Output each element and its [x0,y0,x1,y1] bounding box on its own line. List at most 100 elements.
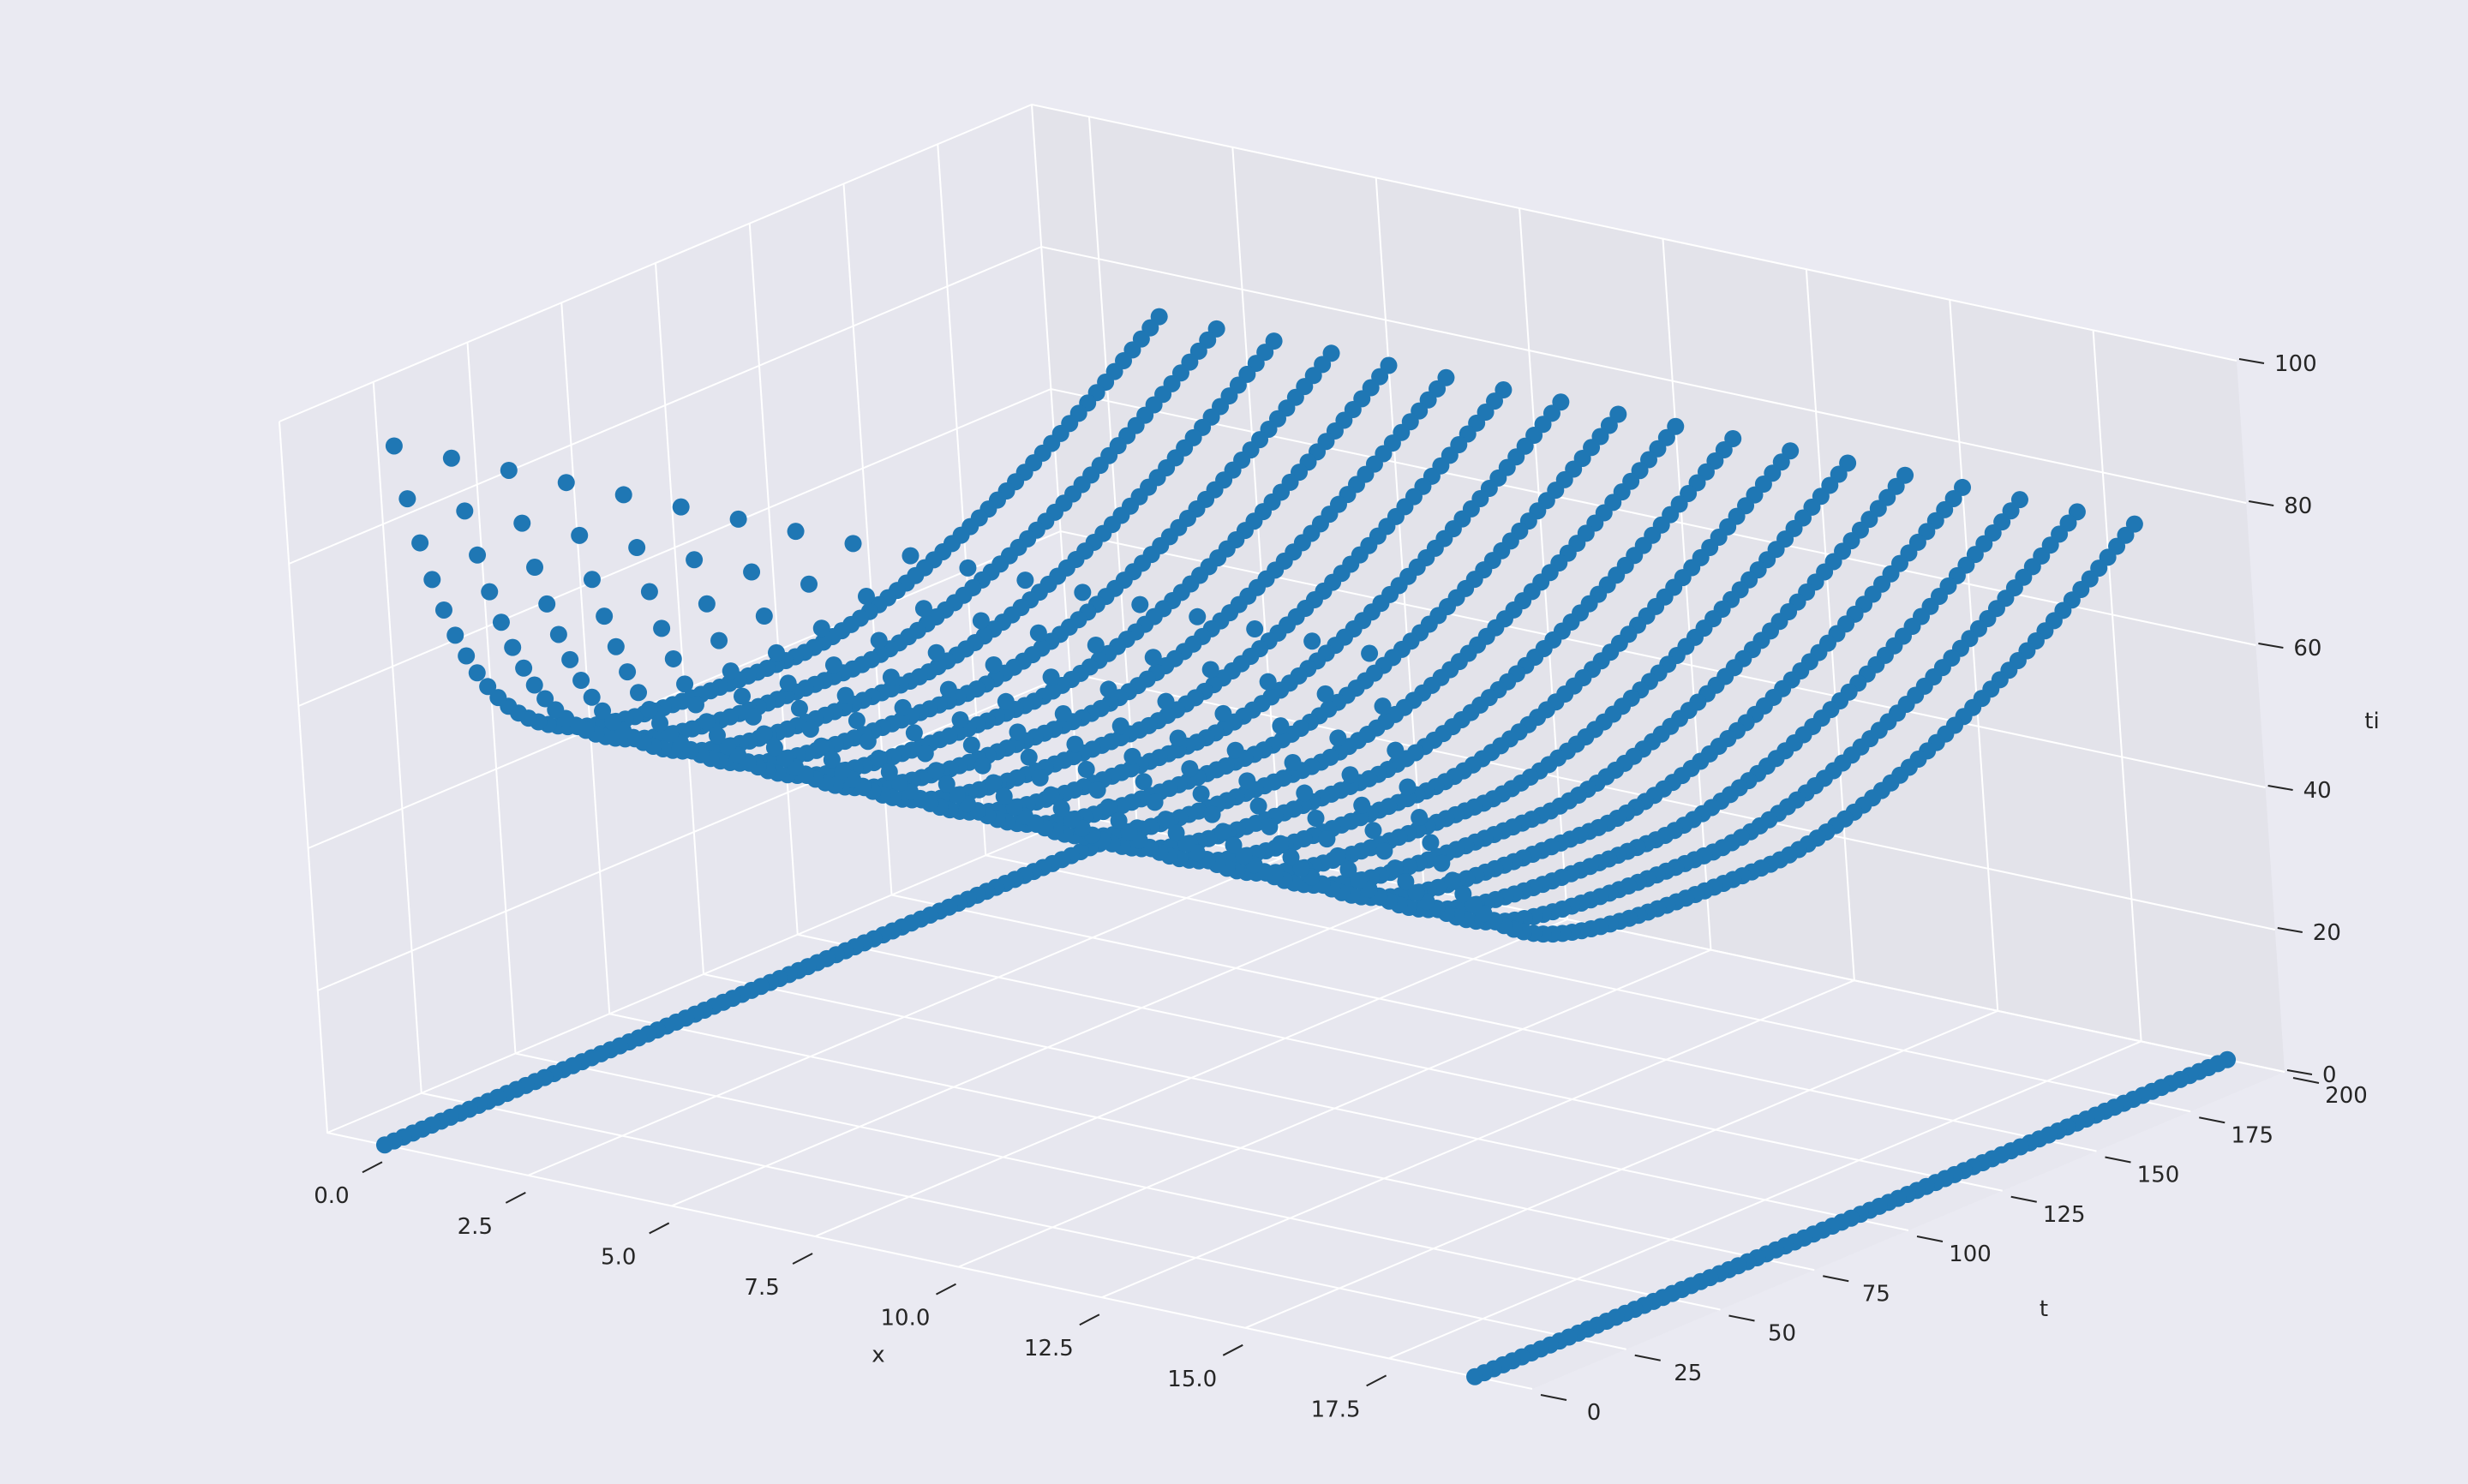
data-point [583,688,601,706]
data-point [1399,778,1417,796]
data-point [880,763,898,781]
data-point [583,571,601,589]
data-point [1052,799,1070,817]
data-point [1353,796,1371,814]
data-point [836,686,854,704]
x-tick-label: 17.5 [1311,1397,1361,1422]
data-point [1318,830,1336,848]
t-tick-label: 75 [1862,1281,1890,1307]
data-point [1226,741,1244,759]
x-tick-mark [936,1283,956,1296]
data-point [1181,760,1199,778]
data-point [398,490,416,508]
ti-grid-line [279,103,2237,422]
data-point [890,774,908,792]
data-point [572,672,590,690]
data-point [1157,692,1175,710]
data-points [375,308,2237,1385]
data-point [525,676,543,694]
x-tick-label: 12.5 [1024,1336,1074,1361]
data-point [1099,798,1117,816]
data-point [1005,799,1023,817]
data-point [902,547,920,565]
data-point [959,559,977,577]
ti-tick-mark [2258,643,2284,649]
data-point [489,689,507,707]
data-point [824,656,842,674]
data-point [823,751,841,769]
t-tick-mark [1728,1314,1755,1322]
data-point [870,749,888,767]
data-point [1042,668,1060,686]
data-point [446,626,464,644]
t-tick-mark [2010,1195,2037,1203]
data-point [857,588,875,606]
t-tick-mark [2105,1156,2131,1164]
data-point [630,684,648,702]
data-point [914,600,932,618]
x-tick-mark [1079,1313,1100,1326]
data-point [664,649,682,667]
data-point [458,647,476,665]
data-point [939,680,957,698]
data-point [1282,848,1300,866]
data-point [870,631,888,649]
x-tick-mark [362,1161,383,1174]
ti-tick-label: 60 [2293,636,2321,661]
data-point [526,559,544,577]
ti-grid-line [288,245,2247,565]
data-point [801,720,819,738]
ti-tick-label: 40 [2303,778,2332,804]
data-point [1167,824,1185,842]
data-point [1203,805,1221,823]
data-point [442,449,460,467]
ti-tick-mark [2238,358,2265,364]
data-point [905,724,923,742]
data-point [790,699,808,717]
data-point [1189,607,1207,625]
data-point [1272,717,1290,735]
data-point [894,698,912,716]
ti-tick-label: 100 [2274,351,2317,377]
z-axis-label: ti [2364,709,2379,734]
data-point [456,502,474,520]
data-point [1087,636,1105,654]
data-point [743,563,761,581]
x-tick-mark [1222,1343,1243,1356]
data-point [800,575,818,593]
x-axis-label: x [872,1343,884,1368]
t-tick-label: 175 [2231,1122,2273,1148]
data-point [1397,873,1415,891]
data-point [411,534,429,552]
t-tick-label: 50 [1768,1321,1796,1347]
data-point [734,687,752,705]
data-point [848,712,866,730]
data-point [469,546,487,564]
data-point [948,787,966,805]
data-point [1443,871,1461,889]
data-point [1329,729,1347,747]
data-point [653,619,671,637]
data-point [1339,860,1357,878]
data-point [744,708,762,726]
x-tick-mark [1366,1374,1387,1387]
data-point [698,713,716,731]
data-point [1238,772,1256,790]
data-point [549,625,567,643]
data-point [640,701,658,719]
data-point [672,498,690,516]
data-point [1063,811,1081,829]
data-point [557,474,575,492]
y-axis-label: t [2040,1296,2048,1322]
data-point [468,664,486,682]
data-point [1387,859,1405,877]
ti-tick-mark [2286,1069,2313,1075]
ti-tick-label: 0 [2322,1062,2337,1088]
t-tick-mark [1634,1354,1661,1361]
data-point [916,745,934,763]
data-point [834,762,852,780]
data-point [1144,649,1162,667]
data-point [1235,847,1253,865]
data-point [571,526,589,544]
data-point [927,762,945,780]
